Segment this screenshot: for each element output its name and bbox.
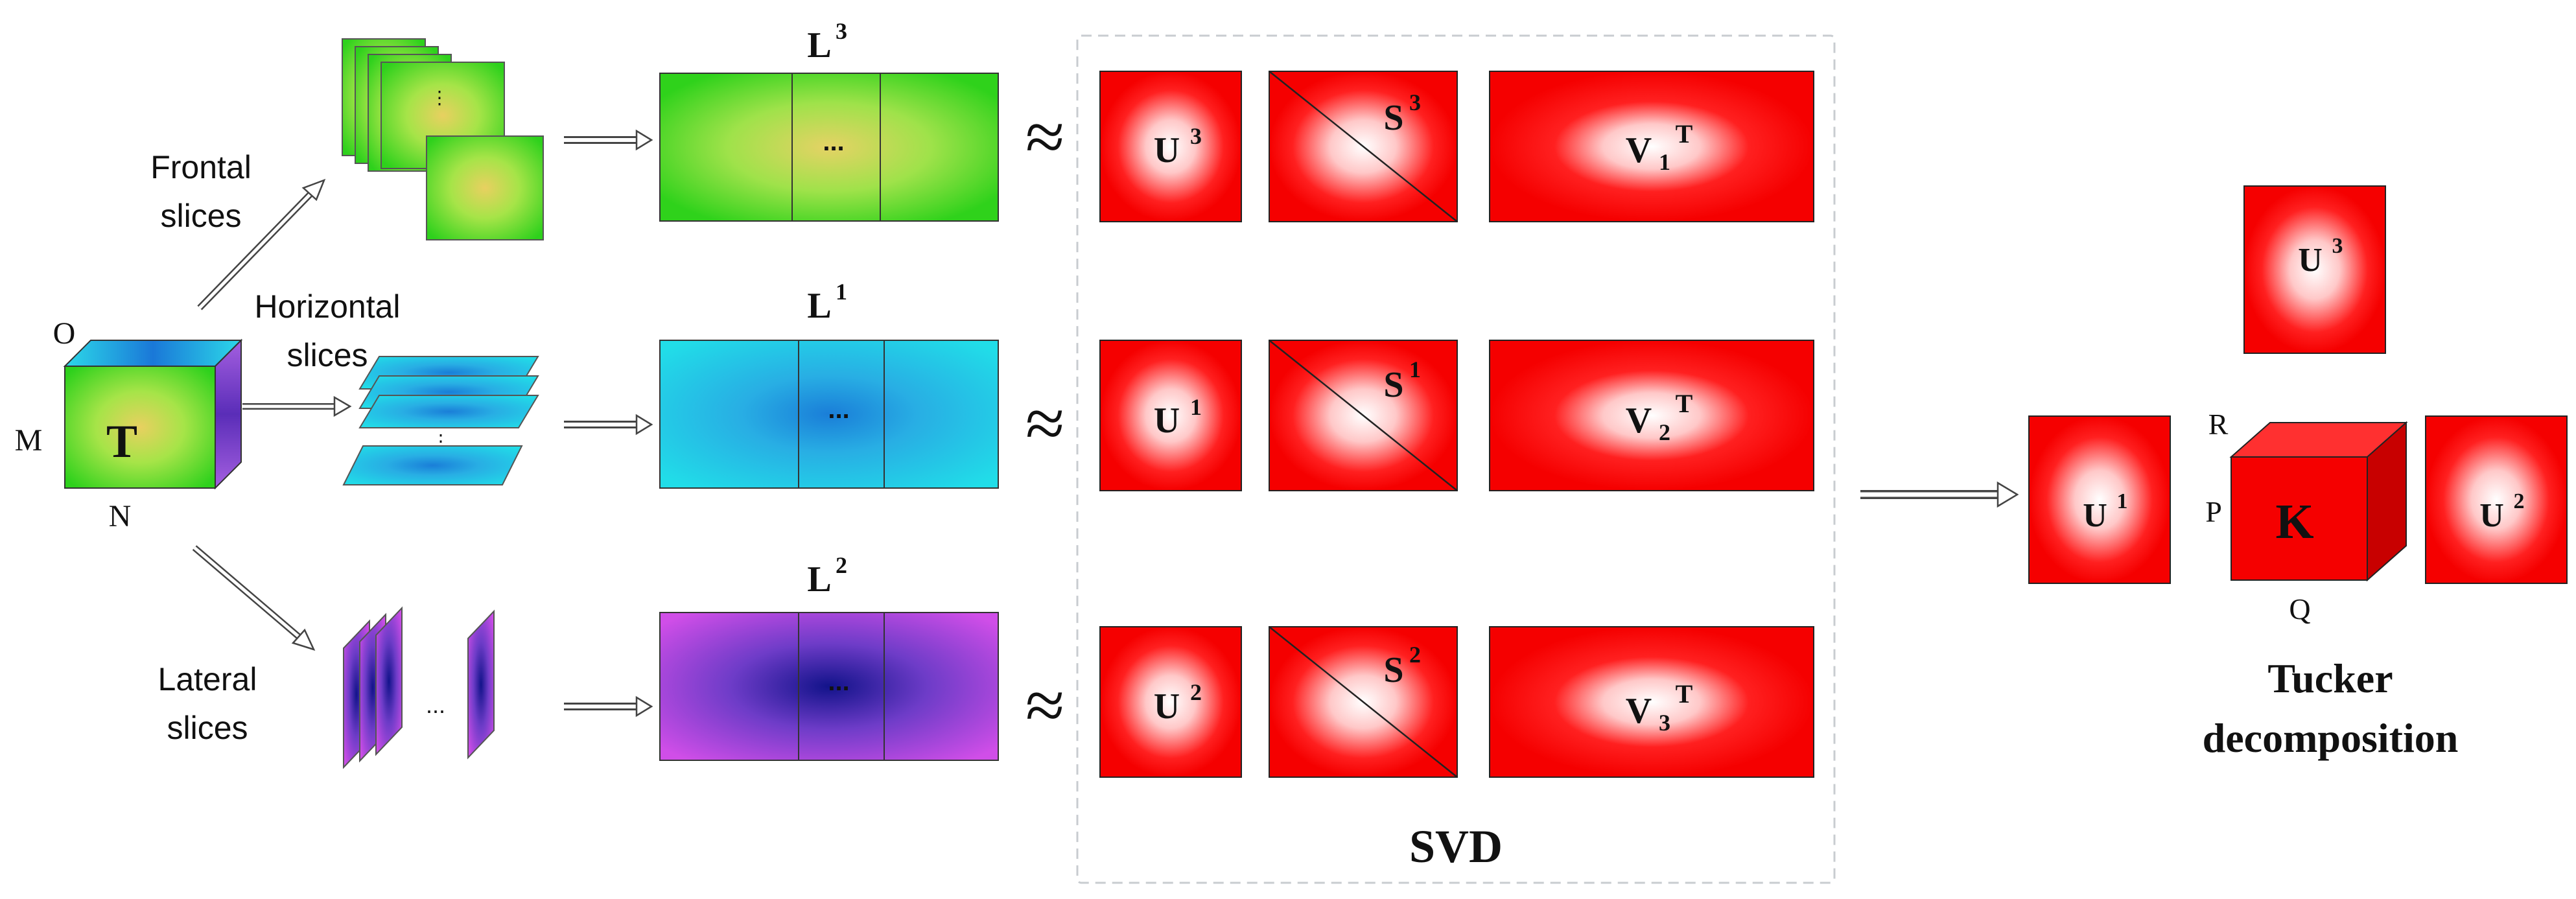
svd-row-1: U 3 S 3 V 1 T: [1099, 71, 1814, 222]
l3-ellipsis: ...: [823, 128, 844, 156]
l3-matrix: [659, 73, 999, 222]
l3-label-sup: 3: [836, 18, 847, 44]
lateral-dots: ...: [426, 692, 445, 718]
tucker-caption-line1: Tucker: [2267, 655, 2393, 701]
l2-matrix: [659, 612, 999, 761]
svd-u3-matrix: [1099, 71, 1242, 222]
svd-v1t-sub: 1: [1659, 149, 1670, 175]
l1-label-sup: 1: [836, 279, 847, 305]
svd-frame: [1076, 34, 1836, 884]
svd-v3t-sup: T: [1676, 679, 1693, 708]
svd-v3t-matrix: [1489, 626, 1814, 778]
tucker-u3-matrix: [2243, 185, 2386, 354]
lateral-slice-last: [467, 609, 495, 760]
tucker-u1-sup: 1: [2117, 489, 2128, 513]
svd-u2-sup: 2: [1190, 679, 1202, 705]
unfolding-l2: L 2 ...: [659, 552, 999, 761]
tucker-u2-base: U: [2479, 497, 2504, 534]
l1-ellipsis: ...: [828, 395, 849, 424]
tucker-u2-matrix: [2425, 415, 2568, 584]
svd-u3-sup: 3: [1190, 123, 1202, 149]
svd-s1-sup: 1: [1409, 356, 1421, 382]
approx-symbol-row1: ≈: [1025, 97, 1064, 176]
svd-s1-base: S: [1383, 365, 1403, 405]
approx-symbol-row2: ≈: [1025, 384, 1064, 463]
l3-label-base: L: [807, 25, 831, 65]
tucker-caption-line2: decomposition: [2203, 715, 2459, 761]
tensor-dim-n: N: [109, 499, 132, 533]
frontal-label-line1: Frontal: [150, 149, 252, 185]
svd-v2t-sup: T: [1676, 389, 1693, 418]
tensor-cube-front-face: [64, 366, 216, 489]
tucker-decomposition: U 3 U 1 U 2 K R P Q Tucker decomposition: [2028, 185, 2568, 761]
svd-u2-matrix: [1099, 626, 1242, 778]
unfolding-l3: L 3 ...: [659, 18, 999, 222]
l2-label-sup: 2: [836, 552, 847, 578]
svd-label: SVD: [1409, 821, 1503, 872]
svd-v1t-base: V: [1626, 130, 1652, 170]
tensor-cube-side-face: [215, 338, 242, 490]
svd-s2-base: S: [1383, 650, 1403, 690]
horizontal-label-line1: Horizontal: [254, 288, 400, 325]
tensor-cube: T O M N: [15, 316, 243, 533]
svd-s2-sup: 2: [1409, 642, 1421, 668]
frontal-slice-front: [426, 135, 544, 240]
svd-row-2: U 1 S 1 V 2 T: [1099, 340, 1814, 491]
svd-s3-base: S: [1383, 98, 1403, 138]
approx-symbol-row3: ≈: [1025, 666, 1064, 745]
core-dim-p: P: [2205, 495, 2222, 528]
svd-s3-sup: 3: [1409, 89, 1421, 115]
l2-ellipsis: ...: [828, 668, 849, 696]
tucker-u3-sup: 3: [2332, 234, 2343, 258]
core-dim-r: R: [2208, 408, 2229, 441]
tucker-u2-sup: 2: [2514, 489, 2525, 513]
l1-matrix: [659, 340, 999, 489]
svd-v3t-base: V: [1626, 691, 1652, 731]
svd-u1-base: U: [1154, 401, 1180, 441]
core-cube-front-face: [2231, 456, 2368, 581]
tensor-dim-m: M: [15, 423, 43, 458]
tucker-u1-base: U: [2083, 497, 2107, 534]
svd-u1-sup: 1: [1190, 394, 1202, 420]
svd-row-3: U 2 S 2 V 3 T: [1099, 626, 1814, 778]
svd-v3t-sub: 3: [1659, 710, 1670, 736]
svd-v1t-matrix: [1489, 71, 1814, 222]
tucker-u3-base: U: [2298, 242, 2323, 279]
frontal-dots: ⋮: [430, 88, 449, 108]
tensor-dim-o: O: [53, 316, 76, 351]
svd-to-tucker-arrow: [1860, 481, 2019, 508]
unfolding-l1: L 1 ...: [659, 279, 999, 489]
core-letter: K: [2275, 495, 2313, 549]
lateral-slices: ...: [343, 606, 495, 769]
frontal-slices: ⋮: [342, 38, 544, 240]
tensor-cube-top-face: [63, 340, 243, 367]
svd-u2-base: U: [1154, 686, 1180, 727]
svd-v2t-base: V: [1626, 401, 1652, 441]
slice-to-unfolding-arrows: [564, 129, 653, 718]
horizontal-label-line2: slices: [287, 337, 368, 373]
svd-u1-matrix: [1099, 340, 1242, 491]
core-dim-q: Q: [2289, 592, 2310, 625]
horizontal-slice-bottom: [342, 445, 523, 485]
tucker-u1-matrix: [2028, 415, 2171, 584]
l2-label-base: L: [807, 559, 831, 600]
frontal-label-line2: slices: [160, 198, 241, 234]
svd-v1t-sup: T: [1676, 119, 1693, 148]
l1-label-base: L: [807, 286, 831, 326]
svd-u3-base: U: [1154, 130, 1180, 170]
horizontal-slices: ⋮: [342, 356, 539, 485]
lateral-label-line2: slices: [167, 710, 248, 746]
tensor-to-slices-arrows: [192, 178, 352, 651]
svd-v2t-matrix: [1489, 340, 1814, 491]
tensor-letter: T: [106, 415, 137, 467]
lateral-label-line1: Lateral: [158, 661, 257, 697]
svd-v2t-sub: 2: [1659, 419, 1670, 445]
